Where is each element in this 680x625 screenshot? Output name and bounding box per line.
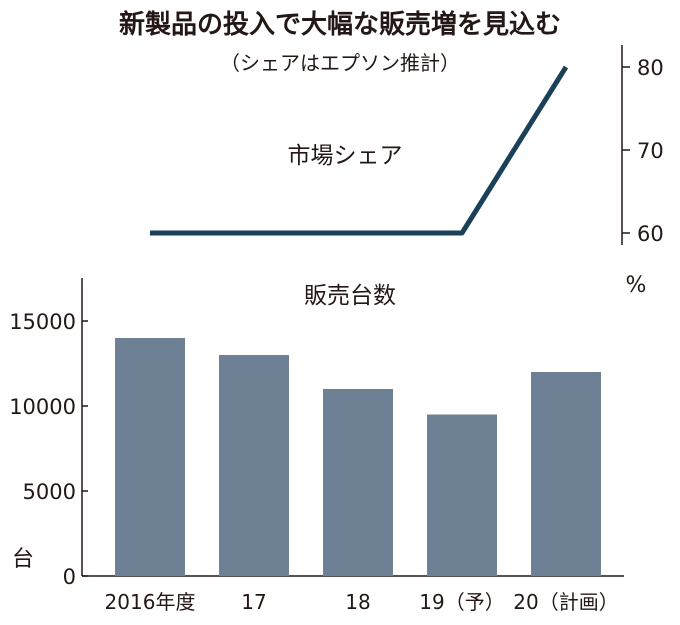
x-tick-label: 18: [345, 590, 370, 614]
sales-bar: [323, 389, 393, 576]
sales-y-tick-label: 10000: [9, 395, 76, 419]
sales-bar: [115, 338, 185, 576]
x-tick-label: 19（予）: [419, 590, 504, 614]
sales-bar: [427, 414, 497, 576]
sales-y-tick-label: 5000: [23, 480, 76, 504]
sales-y-tick-label: 0: [63, 565, 76, 589]
share-y-tick-label: 80: [637, 56, 664, 80]
share-y-unit: %: [626, 273, 647, 298]
x-tick-label: 17: [241, 590, 266, 614]
share-chart-title: 市場シェア: [288, 143, 403, 169]
share-y-tick-label: 60: [637, 222, 664, 246]
chart-subtitle: （シェアはエプソン推計）: [220, 51, 460, 75]
chart-title: 新製品の投入で大幅な販売増を見込む: [119, 9, 561, 40]
sales-bar: [531, 372, 601, 576]
x-tick-label: 2016年度: [105, 590, 196, 614]
unit-sales-panel: 販売台数 台 15000 10000 5000 0 2016年度 17 18 19（予） 20（…: [9, 278, 624, 614]
share-series-line: [150, 65, 569, 236]
share-y-tick-label: 70: [637, 139, 664, 163]
sales-chart-title: 販売台数: [304, 283, 396, 309]
sales-y-tick-label: 15000: [9, 310, 76, 334]
sales-bar: [219, 355, 289, 576]
market-share-panel: 市場シェア % 80 70 60: [150, 45, 664, 298]
x-tick-label: 20（計画）: [513, 590, 618, 614]
sales-y-unit: 台: [12, 547, 34, 572]
